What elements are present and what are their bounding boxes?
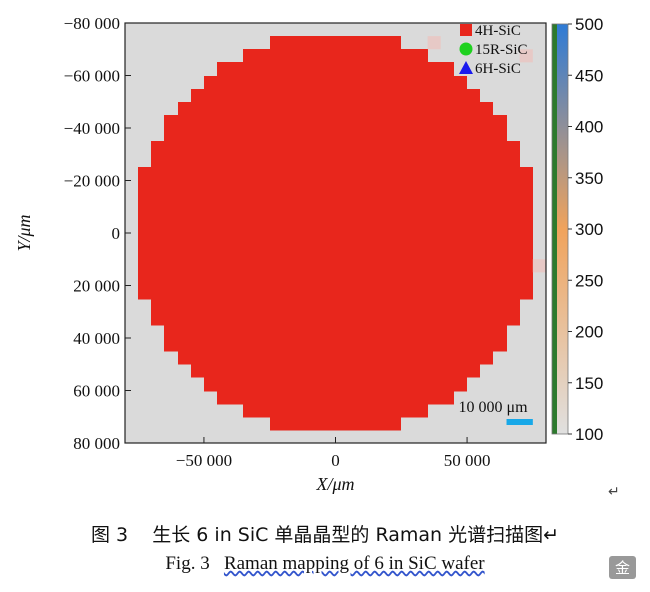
caption-english: Fig. 3 Raman mapping of 6 in SiC wafer bbox=[0, 553, 650, 575]
colorbar-tick-label: 100 bbox=[575, 425, 603, 444]
map-cell-row bbox=[164, 325, 507, 339]
map-cell-row bbox=[164, 115, 507, 129]
scale-bar-label: 10 000 μm bbox=[458, 399, 528, 416]
map-cell-row bbox=[164, 338, 507, 352]
map-cell-row bbox=[270, 36, 401, 50]
caption-en-text: Raman mapping of 6 in SiC wafer bbox=[223, 553, 485, 574]
map-cell-row bbox=[138, 259, 533, 273]
map-cell-row bbox=[151, 299, 520, 313]
map-cell-row bbox=[217, 62, 454, 77]
caption-cn-text: 生长 6 in SiC 单晶晶型的 Raman 光谱扫描图 bbox=[152, 524, 544, 546]
y-tick-label: −20 000 bbox=[64, 172, 120, 191]
map-cell-row bbox=[204, 76, 467, 90]
y-tick-label: 0 bbox=[112, 224, 121, 243]
x-tick-label: 0 bbox=[331, 451, 340, 470]
map-cell-row bbox=[191, 89, 480, 103]
colorbar-tick-label: 150 bbox=[575, 374, 603, 393]
map-cell-row bbox=[151, 141, 520, 155]
map-edge-cell bbox=[532, 259, 546, 273]
map-cell-row bbox=[178, 351, 493, 365]
legend-label: 6H-SiC bbox=[475, 61, 521, 77]
map-cell-row bbox=[138, 286, 533, 300]
map-cell-row bbox=[138, 194, 533, 208]
map-cell-row bbox=[138, 207, 533, 221]
y-tick-label: −40 000 bbox=[64, 119, 120, 138]
map-edge-cell bbox=[519, 49, 533, 63]
x-tick-label: 50 000 bbox=[444, 451, 491, 470]
map-cell-row bbox=[270, 417, 401, 431]
colorbar-tick-label: 200 bbox=[575, 323, 603, 342]
y-tick-label: 40 000 bbox=[73, 329, 120, 348]
caption-cn-figure-number: 图 3 bbox=[90, 524, 129, 546]
map-cell-row bbox=[164, 128, 507, 142]
raman-map-figure: −80 000 −60 000 −40 000 −20 000 0 20 000 40 00… bbox=[14, 14, 603, 494]
legend: 4H-SiC 15R-SiC 6H-SiC bbox=[459, 23, 528, 77]
colorbar-tick-label: 350 bbox=[575, 169, 603, 188]
scale-bar bbox=[506, 419, 533, 425]
caption-chinese: 图 3 生长 6 in SiC 单晶晶型的 Raman 光谱扫描图↵ bbox=[90, 524, 560, 546]
map-cell-row bbox=[243, 404, 428, 418]
colorbar-tick-label: 450 bbox=[575, 66, 603, 85]
map-cell-row bbox=[138, 272, 533, 287]
legend-label: 15R-SiC bbox=[475, 42, 528, 58]
map-cell-row bbox=[138, 167, 533, 182]
map-cell-row bbox=[191, 364, 480, 378]
y-tick-label: 60 000 bbox=[73, 382, 120, 401]
colorbar-tick-label: 500 bbox=[575, 15, 603, 34]
legend-label: 4H-SiC bbox=[475, 23, 521, 39]
map-cell-row bbox=[138, 233, 533, 247]
map-cell-row bbox=[217, 391, 454, 405]
legend-marker-square bbox=[460, 24, 472, 36]
x-tick-label: −50 000 bbox=[176, 451, 232, 470]
y-tick-label: 20 000 bbox=[73, 277, 120, 296]
legend-marker-triangle bbox=[459, 61, 473, 74]
colorbar-left-strip bbox=[552, 24, 557, 434]
colorbar-tick-label: 250 bbox=[575, 271, 603, 290]
colorbar-tick-label: 400 bbox=[575, 118, 603, 137]
map-cell-row bbox=[138, 220, 533, 234]
y-tick-label: 80 000 bbox=[73, 434, 120, 453]
y-axis-label: Y/μm bbox=[14, 214, 34, 251]
y-tick-label: −80 000 bbox=[64, 14, 120, 33]
map-cell-row bbox=[243, 49, 428, 63]
map-cell-row bbox=[151, 154, 520, 168]
map-cell-row bbox=[204, 377, 467, 392]
caption-en-figure-number: Fig. 3 bbox=[165, 553, 210, 574]
watermark-badge: 金 bbox=[608, 556, 636, 579]
map-cell-row bbox=[151, 312, 520, 326]
map-cell-row bbox=[178, 102, 493, 116]
legend-marker-circle bbox=[459, 42, 473, 56]
colorbar-tick-label: 300 bbox=[575, 220, 603, 239]
colorbar-gradient bbox=[557, 24, 568, 434]
y-tick-label: −60 000 bbox=[64, 67, 120, 86]
map-cell-row bbox=[138, 181, 533, 195]
map-edge-cell bbox=[427, 36, 441, 50]
map-cells bbox=[138, 36, 546, 431]
return-mark: ↵ bbox=[608, 484, 620, 500]
x-axis-label: X/μm bbox=[315, 474, 354, 494]
map-cell-row bbox=[138, 246, 533, 260]
